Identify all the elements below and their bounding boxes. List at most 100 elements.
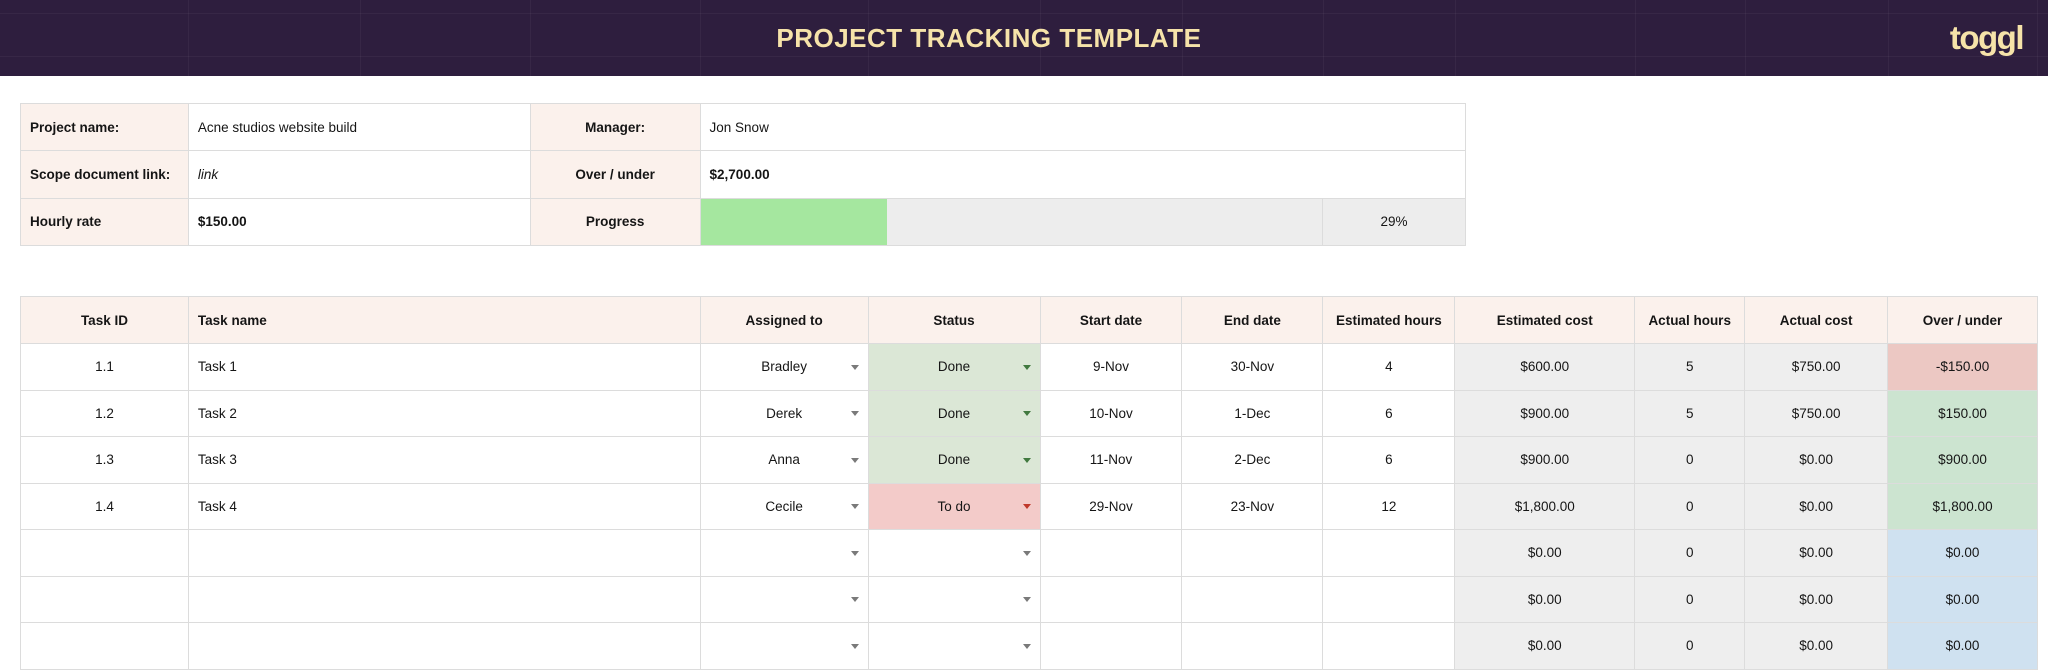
table-row: 1.2 Task 2 Derek Done 10-Nov 1-Dec 6 $90… — [21, 390, 2039, 437]
actual-hours-cell[interactable]: 0 — [1635, 437, 1746, 484]
assigned-to-dropdown[interactable]: Anna — [700, 437, 869, 484]
estimated-hours-cell[interactable] — [1323, 530, 1456, 577]
info-row-hourly-rate: Hourly rate $150.00 Progress 29% — [21, 198, 1466, 246]
chevron-down-icon[interactable] — [1022, 550, 1031, 556]
info-row-scope: Scope document link: link Over / under $… — [21, 151, 1466, 199]
end-date-cell[interactable] — [1182, 530, 1324, 577]
status-dropdown[interactable]: Done — [868, 344, 1041, 391]
actual-hours-cell[interactable]: 0 — [1635, 623, 1746, 670]
task-name-cell[interactable]: Task 3 — [188, 437, 701, 484]
chevron-down-icon[interactable] — [1022, 364, 1031, 370]
project-name-value[interactable]: Acne studios website build — [188, 104, 531, 152]
end-date-cell[interactable]: 1-Dec — [1182, 390, 1324, 437]
estimated-cost-cell: $1,800.00 — [1455, 483, 1636, 530]
end-date-cell[interactable]: 30-Nov — [1182, 344, 1324, 391]
task-name-cell[interactable]: Task 4 — [188, 483, 701, 530]
end-date-cell[interactable] — [1182, 623, 1324, 670]
over-under-label: Over / under — [530, 151, 701, 199]
col-header-start-date: Start date — [1040, 297, 1183, 344]
hourly-rate-value[interactable]: $150.00 — [188, 198, 531, 246]
hourly-rate-label: Hourly rate — [21, 198, 189, 246]
actual-hours-cell[interactable]: 0 — [1635, 483, 1746, 530]
col-header-estimated-hours: Estimated hours — [1323, 297, 1456, 344]
estimated-hours-cell[interactable] — [1323, 623, 1456, 670]
assigned-to-dropdown[interactable] — [700, 623, 869, 670]
actual-hours-cell[interactable]: 0 — [1635, 530, 1746, 577]
col-header-actual-hours: Actual hours — [1635, 297, 1746, 344]
chevron-down-icon[interactable] — [1022, 643, 1031, 649]
start-date-cell[interactable]: 9-Nov — [1040, 344, 1183, 391]
task-id-cell[interactable] — [21, 530, 189, 577]
task-name-cell[interactable]: Task 1 — [188, 344, 701, 391]
chevron-down-icon[interactable] — [850, 411, 859, 417]
task-name-cell[interactable] — [188, 576, 701, 623]
estimated-hours-cell[interactable] — [1323, 576, 1456, 623]
scope-link[interactable]: link — [188, 151, 531, 199]
task-id-cell[interactable]: 1.1 — [21, 344, 189, 391]
task-id-cell[interactable]: 1.4 — [21, 483, 189, 530]
task-name-cell[interactable] — [188, 530, 701, 577]
chevron-down-icon[interactable] — [850, 597, 859, 603]
estimated-cost-cell: $0.00 — [1455, 623, 1636, 670]
project-name-label: Project name: — [21, 104, 189, 152]
end-date-cell[interactable]: 2-Dec — [1182, 437, 1324, 484]
assigned-to-dropdown[interactable] — [700, 576, 869, 623]
chevron-down-icon[interactable] — [850, 643, 859, 649]
estimated-hours-cell[interactable]: 12 — [1323, 483, 1456, 530]
status-dropdown[interactable] — [868, 576, 1041, 623]
start-date-cell[interactable]: 29-Nov — [1040, 483, 1183, 530]
task-id-cell[interactable]: 1.2 — [21, 390, 189, 437]
actual-hours-cell[interactable]: 0 — [1635, 576, 1746, 623]
estimated-cost-cell: $600.00 — [1455, 344, 1636, 391]
estimated-hours-cell[interactable]: 4 — [1323, 344, 1456, 391]
start-date-cell[interactable]: 10-Nov — [1040, 390, 1183, 437]
page-title: PROJECT TRACKING TEMPLATE — [776, 22, 1202, 53]
chevron-down-icon[interactable] — [850, 550, 859, 556]
estimated-cost-cell: $900.00 — [1455, 437, 1636, 484]
status-dropdown[interactable]: Done — [868, 390, 1041, 437]
col-header-estimated-cost: Estimated cost — [1455, 297, 1636, 344]
table-row: 1.1 Task 1 Bradley Done 9-Nov 30-Nov 4 $… — [21, 344, 2039, 391]
chevron-down-icon[interactable] — [1022, 411, 1031, 417]
start-date-cell[interactable]: 11-Nov — [1040, 437, 1183, 484]
assigned-to-dropdown[interactable] — [700, 530, 869, 577]
actual-cost-cell: $0.00 — [1745, 483, 1889, 530]
project-info-table: Project name: Acne studios website build… — [20, 103, 1466, 246]
status-dropdown[interactable]: To do — [868, 483, 1041, 530]
chevron-down-icon[interactable] — [1022, 597, 1031, 603]
status-dropdown[interactable]: Done — [868, 437, 1041, 484]
estimated-cost-cell: $900.00 — [1455, 390, 1636, 437]
chevron-down-icon[interactable] — [1022, 504, 1031, 510]
scope-link-label: Scope document link: — [21, 151, 189, 199]
task-id-cell[interactable] — [21, 623, 189, 670]
start-date-cell[interactable] — [1040, 530, 1183, 577]
over-under-cell: -$150.00 — [1888, 344, 2039, 391]
progress-label: Progress — [530, 198, 701, 246]
info-row-project-name: Project name: Acne studios website build… — [21, 104, 1466, 152]
chevron-down-icon[interactable] — [1022, 457, 1031, 463]
chevron-down-icon[interactable] — [850, 457, 859, 463]
end-date-cell[interactable] — [1182, 576, 1324, 623]
estimated-hours-cell[interactable]: 6 — [1323, 390, 1456, 437]
manager-label: Manager: — [530, 104, 701, 152]
actual-cost-cell: $750.00 — [1745, 344, 1889, 391]
status-dropdown[interactable] — [868, 530, 1041, 577]
task-id-cell[interactable]: 1.3 — [21, 437, 189, 484]
actual-hours-cell[interactable]: 5 — [1635, 344, 1746, 391]
actual-cost-cell: $0.00 — [1745, 576, 1889, 623]
assigned-to-dropdown[interactable]: Derek — [700, 390, 869, 437]
chevron-down-icon[interactable] — [850, 364, 859, 370]
estimated-hours-cell[interactable]: 6 — [1323, 437, 1456, 484]
manager-value[interactable]: Jon Snow — [700, 104, 1466, 152]
actual-hours-cell[interactable]: 5 — [1635, 390, 1746, 437]
assigned-to-dropdown[interactable]: Cecile — [700, 483, 869, 530]
start-date-cell[interactable] — [1040, 576, 1183, 623]
chevron-down-icon[interactable] — [850, 504, 859, 510]
task-name-cell[interactable] — [188, 623, 701, 670]
assigned-to-dropdown[interactable]: Bradley — [700, 344, 869, 391]
end-date-cell[interactable]: 23-Nov — [1182, 483, 1324, 530]
task-id-cell[interactable] — [21, 576, 189, 623]
status-dropdown[interactable] — [868, 623, 1041, 670]
start-date-cell[interactable] — [1040, 623, 1183, 670]
task-name-cell[interactable]: Task 2 — [188, 390, 701, 437]
